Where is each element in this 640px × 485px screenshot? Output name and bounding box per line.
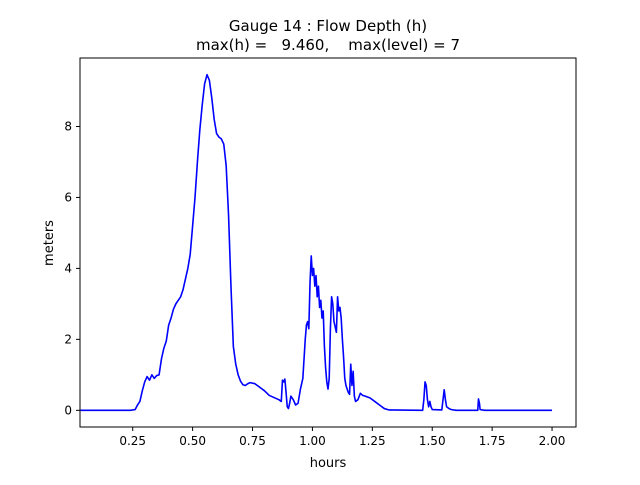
y-tick-label: 8 <box>64 119 72 133</box>
series-line-1 <box>80 73 553 412</box>
x-tick-label: 1.25 <box>359 434 386 448</box>
x-tick-label: 1.50 <box>419 434 446 448</box>
plot-area <box>80 73 553 412</box>
y-tick-label: 0 <box>64 403 72 417</box>
x-tick-label: 1.00 <box>299 434 326 448</box>
y-tick-label: 6 <box>64 190 72 204</box>
y-axis-label: meters <box>42 220 57 266</box>
x-tick-label: 0.50 <box>179 434 206 448</box>
axes-frame <box>79 57 577 428</box>
x-tick-label: 0.75 <box>239 434 266 448</box>
x-tick-label: 2.00 <box>539 434 566 448</box>
x-tick-label: 0.25 <box>119 434 146 448</box>
chart-title-line1: Gauge 14 : Flow Depth (h) <box>229 17 427 35</box>
chart-title-line2: max(h) = 9.460, max(level) = 7 <box>196 36 460 54</box>
x-tick-label: 1.75 <box>479 434 506 448</box>
x-axis-label: hours <box>310 456 347 471</box>
y-tick-label: 2 <box>64 332 72 346</box>
y-tick-label: 4 <box>64 261 72 275</box>
